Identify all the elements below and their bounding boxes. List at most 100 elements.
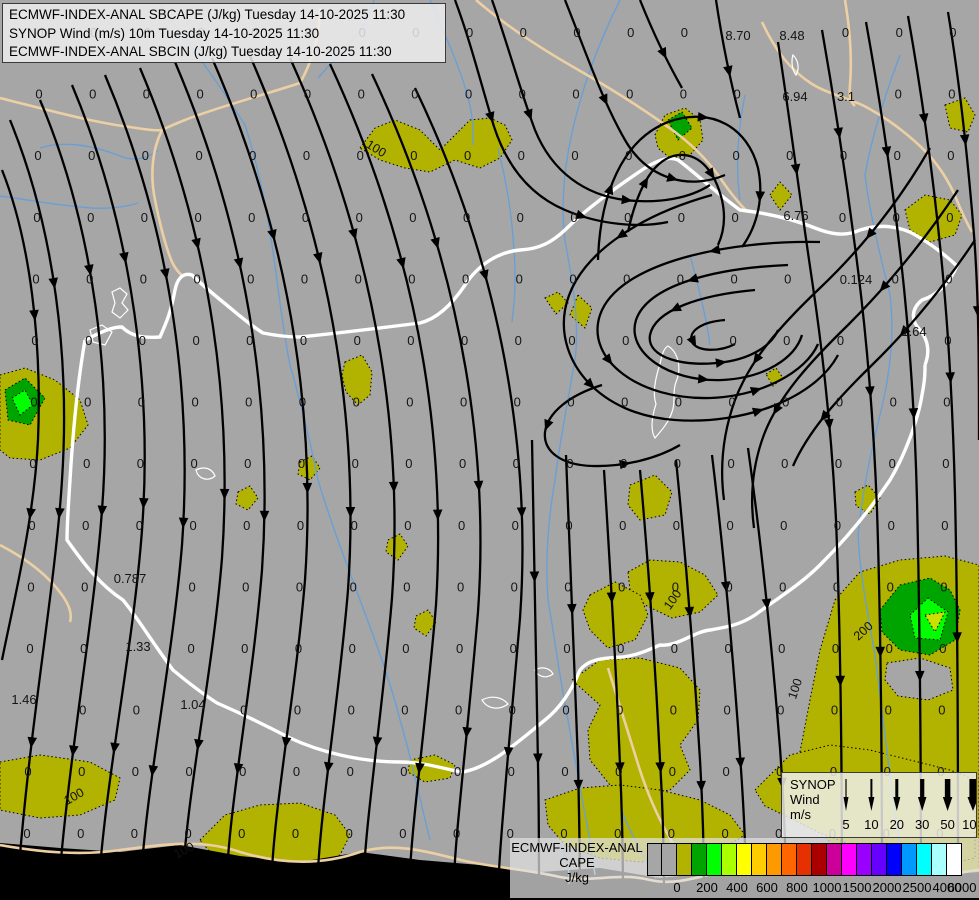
cape-cell-13 <box>842 843 857 876</box>
svg-text:0: 0 <box>458 518 465 533</box>
svg-text:0: 0 <box>303 148 310 163</box>
svg-text:0: 0 <box>937 764 944 779</box>
cape-tick-label: 200 <box>696 880 718 895</box>
cape-tick-label: 1500 <box>842 880 872 895</box>
cape-cell-3 <box>692 843 707 876</box>
svg-text:0: 0 <box>139 333 146 348</box>
svg-text:0: 0 <box>32 271 39 286</box>
svg-text:0: 0 <box>938 703 945 718</box>
svg-text:0: 0 <box>190 456 197 471</box>
cape-cell-5 <box>722 843 737 876</box>
svg-text:0: 0 <box>568 333 575 348</box>
svg-text:0: 0 <box>249 148 256 163</box>
svg-text:8.48: 8.48 <box>779 28 804 43</box>
svg-text:0: 0 <box>941 518 948 533</box>
svg-text:0: 0 <box>405 456 412 471</box>
svg-text:0: 0 <box>299 395 306 410</box>
cape-cell-2 <box>677 843 692 876</box>
svg-text:0: 0 <box>455 703 462 718</box>
svg-text:0: 0 <box>727 456 734 471</box>
svg-text:0: 0 <box>80 641 87 656</box>
cape-cell-18 <box>917 843 932 876</box>
svg-text:0: 0 <box>840 148 847 163</box>
cape-cell-4 <box>707 843 722 876</box>
cape-colorbar <box>647 843 962 876</box>
svg-text:0: 0 <box>247 271 254 286</box>
svg-text:0: 0 <box>141 210 148 225</box>
svg-text:0: 0 <box>886 641 893 656</box>
svg-text:0: 0 <box>184 826 191 841</box>
svg-text:0: 0 <box>518 148 525 163</box>
svg-text:0: 0 <box>725 579 732 594</box>
svg-text:0: 0 <box>457 579 464 594</box>
svg-text:0: 0 <box>624 210 631 225</box>
svg-text:0: 0 <box>82 518 89 533</box>
svg-text:0: 0 <box>569 271 576 286</box>
svg-text:0: 0 <box>466 25 473 40</box>
svg-text:0: 0 <box>895 87 902 102</box>
svg-text:3.1: 3.1 <box>837 89 855 104</box>
wind-legend-title: SYNOP Wind m/s <box>790 777 836 822</box>
svg-text:0: 0 <box>831 703 838 718</box>
svg-text:0: 0 <box>248 210 255 225</box>
svg-text:0: 0 <box>353 395 360 410</box>
svg-text:0: 0 <box>509 703 516 718</box>
svg-text:0: 0 <box>786 148 793 163</box>
svg-text:0: 0 <box>350 579 357 594</box>
svg-text:0: 0 <box>510 641 517 656</box>
cape-cell-19 <box>932 843 947 876</box>
svg-text:0: 0 <box>570 210 577 225</box>
svg-text:0: 0 <box>680 87 687 102</box>
svg-text:0: 0 <box>567 395 574 410</box>
svg-text:0: 0 <box>519 87 526 102</box>
svg-text:0: 0 <box>30 395 37 410</box>
svg-text:0: 0 <box>294 703 301 718</box>
cape-cell-9 <box>782 843 797 876</box>
svg-text:0: 0 <box>563 641 570 656</box>
svg-text:0: 0 <box>894 148 901 163</box>
svg-text:6.94: 6.94 <box>782 89 807 104</box>
svg-text:0: 0 <box>31 333 38 348</box>
svg-text:0: 0 <box>674 456 681 471</box>
svg-text:0: 0 <box>943 395 950 410</box>
svg-text:100: 100 <box>785 677 805 701</box>
cape-colorbar-ticks: 0 200 400 600 800 1000 1500 2000 2500 4000 6000 <box>510 880 979 896</box>
svg-text:0: 0 <box>295 641 302 656</box>
svg-text:0: 0 <box>726 518 733 533</box>
svg-text:0: 0 <box>835 456 842 471</box>
svg-text:0: 0 <box>78 764 85 779</box>
svg-text:0: 0 <box>453 826 460 841</box>
svg-text:0: 0 <box>670 703 677 718</box>
svg-text:0: 0 <box>35 87 42 102</box>
svg-text:0: 0 <box>77 826 84 841</box>
svg-text:0: 0 <box>304 87 311 102</box>
cape-legend-title: ECMWF-INDEX-ANAL CAPE J/kg <box>511 840 643 885</box>
cape-cell-20 <box>947 843 962 876</box>
svg-text:0: 0 <box>571 148 578 163</box>
svg-text:0: 0 <box>511 579 518 594</box>
cape-cell-14 <box>857 843 872 876</box>
svg-text:0: 0 <box>244 456 251 471</box>
border-detail-layer <box>89 53 799 709</box>
svg-text:0: 0 <box>728 395 735 410</box>
svg-text:0: 0 <box>137 456 144 471</box>
svg-text:0: 0 <box>411 87 418 102</box>
svg-text:0: 0 <box>887 579 894 594</box>
svg-text:0: 0 <box>89 87 96 102</box>
svg-text:0: 0 <box>23 826 30 841</box>
svg-text:0: 0 <box>837 333 844 348</box>
svg-text:0: 0 <box>87 210 94 225</box>
svg-text:0: 0 <box>782 395 789 410</box>
svg-text:0: 0 <box>566 456 573 471</box>
svg-text:0: 0 <box>410 148 417 163</box>
cape-cell-8 <box>767 843 782 876</box>
svg-text:0: 0 <box>671 641 678 656</box>
cape-green-layer <box>4 111 961 656</box>
svg-text:0: 0 <box>625 148 632 163</box>
svg-text:0: 0 <box>733 87 740 102</box>
svg-text:0: 0 <box>347 764 354 779</box>
svg-text:0: 0 <box>191 395 198 410</box>
svg-text:0: 0 <box>408 271 415 286</box>
svg-text:0: 0 <box>940 579 947 594</box>
svg-text:0: 0 <box>949 25 956 40</box>
